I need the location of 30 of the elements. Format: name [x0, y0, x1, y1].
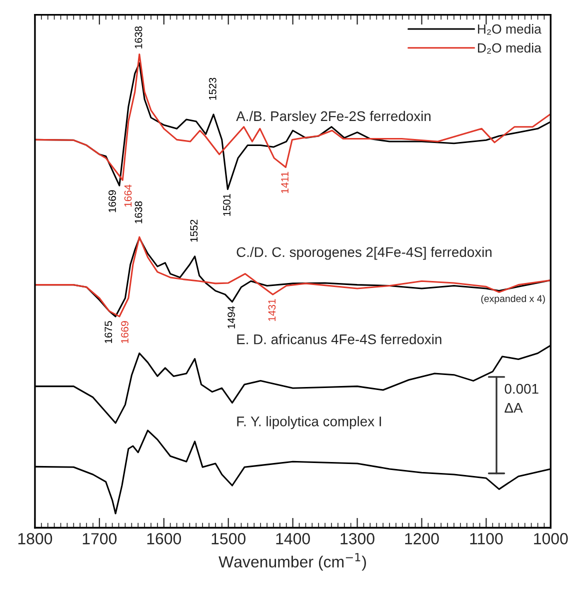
x-tick-label: 1000 [534, 533, 568, 544]
annotation: 1431 [268, 299, 276, 322]
annotation: 1552 [190, 220, 198, 242]
annotation: (expanded x 4) [481, 294, 545, 304]
annotation: 0.001 ΔA [504, 384, 538, 413]
annotation: C./D. C. sporogenes 2[4Fe-4S] ferredoxin [236, 246, 492, 260]
annotation: F. Y. lipolytica complex I [237, 416, 381, 430]
legend-label: H₂O media [478, 24, 542, 35]
annotation: A./B. Parsley 2Fe-2S ferredoxin [236, 110, 430, 124]
annotation: 1664 [124, 184, 132, 207]
annotation: 1411 [281, 172, 288, 194]
annotation: 1523 [208, 78, 216, 100]
x-tick-label: 1800 [18, 533, 52, 544]
annotation: 1501 [223, 194, 230, 216]
x-tick-label: 1700 [82, 533, 117, 544]
x-axis-title: Wavenumber (cm$^{−1}$) [218, 553, 366, 571]
x-tick-label: 1300 [340, 533, 374, 544]
annotation: 1669 [121, 321, 128, 344]
x-tick-label: 1400 [276, 533, 310, 544]
legend-label: D₂O media [478, 42, 542, 54]
annotation: E. D. africanus 4Fe-4S ferredoxin [237, 334, 442, 344]
x-tick-label: 1600 [147, 533, 182, 544]
annotation: 1638 [134, 26, 142, 48]
annotation: 1638 [134, 201, 142, 224]
x-tick-label: 1500 [212, 533, 246, 544]
x-tick-label: 1100 [470, 533, 503, 544]
annotation: 1669 [108, 190, 116, 212]
x-tick-label: 1200 [405, 533, 439, 544]
annotation: 1494 [228, 306, 236, 328]
annotation: 1675 [104, 321, 112, 344]
